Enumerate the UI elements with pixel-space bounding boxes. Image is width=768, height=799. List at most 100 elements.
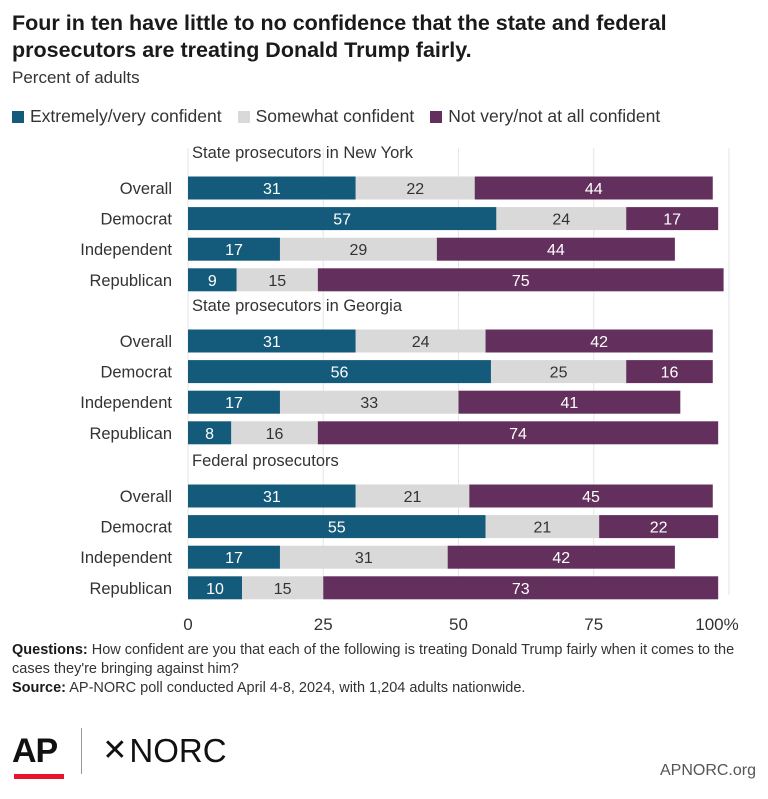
bar-segment-extremely (188, 176, 356, 200)
data-label-extremely: 17 (225, 242, 243, 259)
data-label-somewhat: 15 (268, 273, 286, 290)
bar-segment-extremely (188, 421, 232, 445)
data-label-somewhat: 21 (533, 520, 551, 537)
bar-segment-extremely (188, 390, 280, 414)
source-text: AP-NORC poll conducted April 4-8, 2024, … (69, 680, 526, 696)
bar-segment-not (474, 176, 713, 200)
bar-segment-extremely (188, 360, 491, 384)
questions-label: Questions: (12, 642, 88, 658)
data-label-not: 17 (663, 212, 681, 229)
data-label-not: 74 (509, 426, 527, 443)
bar-segment-not (485, 329, 713, 353)
source-label: Source: (12, 680, 66, 696)
bar-segment-extremely (188, 545, 280, 569)
legend-item-not: Not very/not at all confident (430, 106, 660, 127)
bar-segment-not (323, 576, 719, 600)
data-label-extremely: 9 (208, 273, 217, 290)
bar-segment-somewhat (279, 545, 448, 569)
bar-segment-not (447, 545, 675, 569)
bar-segment-not (599, 515, 719, 539)
bar-segment-extremely (188, 576, 243, 600)
legend-item-somewhat: Somewhat confident (237, 106, 415, 127)
bar-segment-somewhat (236, 268, 318, 292)
row-label: Independent (80, 549, 172, 567)
bar-segment-somewhat (355, 176, 475, 200)
data-label-somewhat: 15 (274, 581, 292, 598)
questions-note: Questions: How confident are you that ea… (12, 641, 760, 679)
legend: Extremely/very confident Somewhat confid… (12, 106, 762, 127)
source-note: Source: AP-NORC poll conducted April 4-8… (12, 679, 760, 698)
bar-segment-not (317, 421, 719, 445)
data-label-not: 16 (661, 365, 679, 382)
bar-segment-not (317, 268, 724, 292)
data-label-extremely: 10 (206, 581, 224, 598)
row-label: Republican (89, 272, 172, 290)
row-label: Overall (120, 333, 172, 351)
data-label-extremely: 31 (263, 181, 281, 198)
data-label-not: 44 (547, 242, 565, 259)
data-label-extremely: 57 (333, 212, 351, 229)
data-label-somewhat: 31 (355, 550, 373, 567)
data-label-not: 42 (590, 334, 608, 351)
bar-segment-somewhat (279, 390, 459, 414)
data-label-extremely: 55 (328, 520, 346, 537)
legend-swatch-somewhat (237, 110, 250, 123)
logo-divider (81, 728, 83, 774)
bar-segment-not (458, 390, 681, 414)
legend-item-extremely: Extremely/very confident (12, 106, 222, 127)
bar-segment-somewhat (355, 329, 486, 353)
bar-segment-somewhat (242, 576, 324, 600)
group-header: Federal prosecutors (192, 452, 339, 470)
bar-segment-extremely (188, 329, 356, 353)
row-label: Overall (120, 180, 172, 198)
ap-logo: AP (12, 732, 64, 779)
stacked-bar-chart: State prosecutors in New York Overall 31 22… (80, 144, 739, 634)
chart-subtitle: Percent of adults (12, 68, 140, 87)
legend-label-not: Not very/not at all confident (448, 106, 661, 126)
data-label-somewhat: 29 (350, 242, 368, 259)
bar-segment-extremely (188, 484, 356, 508)
data-label-extremely: 17 (225, 550, 243, 567)
chart-notes: Questions: How confident are you that ea… (12, 641, 760, 698)
data-label-not: 73 (512, 581, 530, 598)
legend-label-extremely: Extremely/very confident (30, 106, 222, 126)
data-label-extremely: 17 (225, 395, 243, 412)
row-label: Democrat (100, 364, 172, 382)
bar-segment-somewhat (279, 237, 437, 261)
legend-swatch-extremely (12, 110, 24, 123)
row-label: Democrat (100, 519, 172, 537)
x-tick-label: 0 (183, 615, 192, 634)
data-label-not: 75 (512, 273, 530, 290)
data-label-not: 44 (585, 181, 603, 198)
data-label-extremely: 8 (205, 426, 214, 443)
bar-segment-not (436, 237, 675, 261)
bar-segment-extremely (188, 207, 497, 231)
bar-segment-somewhat (485, 515, 600, 539)
row-label: Overall (120, 488, 172, 506)
legend-label-somewhat: Somewhat confident (255, 106, 415, 126)
x-tick-label: 75 (584, 615, 603, 634)
group-header: State prosecutors in Georgia (192, 297, 403, 315)
data-label-somewhat: 33 (360, 395, 378, 412)
norc-logo: ✕ NORC (102, 734, 226, 768)
data-label-somewhat: 21 (404, 489, 422, 506)
data-label-not: 22 (650, 520, 668, 537)
bar-segment-not (469, 484, 713, 508)
bar-segment-not (626, 207, 719, 231)
data-label-not: 42 (552, 550, 570, 567)
data-label-extremely: 31 (263, 489, 281, 506)
bar-segment-somewhat (231, 421, 318, 445)
bar-segment-extremely (188, 237, 280, 261)
x-tick-label: 25 (314, 615, 333, 634)
norc-logo-text: NORC (129, 732, 227, 769)
bar-segment-somewhat (490, 360, 627, 384)
data-label-not: 45 (582, 489, 600, 506)
row-label: Independent (80, 241, 172, 259)
ap-logo-text: AP (12, 732, 58, 770)
bar-segment-somewhat (496, 207, 627, 231)
x-tick-label: 100% (695, 615, 738, 634)
bar-segment-somewhat (355, 484, 470, 508)
chart-title: Four in ten have little to no confidence… (12, 11, 667, 62)
row-label: Republican (89, 425, 172, 443)
data-label-extremely: 31 (263, 334, 281, 351)
